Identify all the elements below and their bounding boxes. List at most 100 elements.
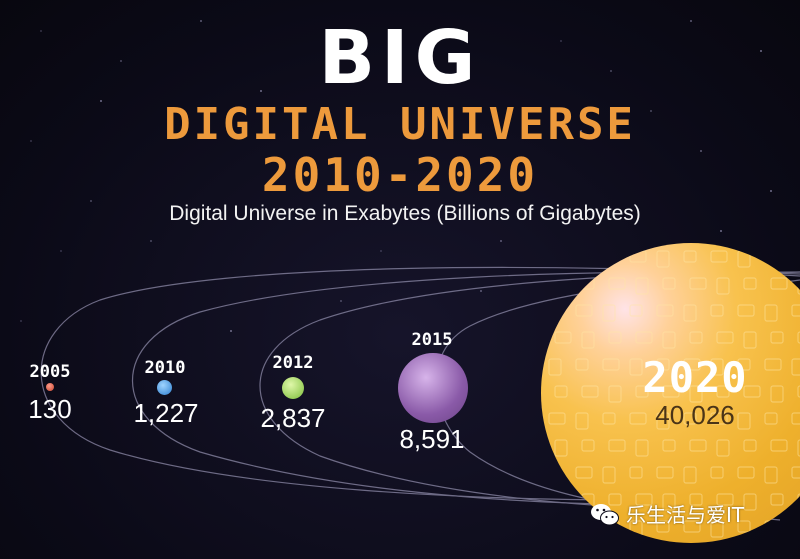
device-icon <box>662 385 680 398</box>
device-icon <box>629 412 647 425</box>
device-icon <box>608 493 622 506</box>
device-icon <box>629 250 647 263</box>
device-icon <box>764 466 778 484</box>
device-icon <box>554 439 568 457</box>
star <box>260 90 262 92</box>
device-icon <box>581 277 595 290</box>
device-icon <box>602 358 620 371</box>
star <box>200 20 202 22</box>
star <box>60 250 62 252</box>
device-icon <box>635 331 653 344</box>
device-icon <box>764 358 782 371</box>
planet-2005 <box>46 383 54 391</box>
device-icon <box>602 304 616 322</box>
value-2020: 40,026 <box>655 400 735 430</box>
device-icon <box>770 277 788 290</box>
device-icon <box>737 466 755 479</box>
device-icon <box>689 277 707 290</box>
value-2010: 1,227 <box>133 398 199 428</box>
device-icon <box>608 277 626 290</box>
device-icon <box>629 304 643 317</box>
device-icon <box>737 520 751 533</box>
device-icon <box>608 439 626 452</box>
device-icon <box>608 331 622 344</box>
star <box>560 40 562 42</box>
device-icon <box>662 331 676 349</box>
device-icon <box>635 493 653 506</box>
orbit-2005 <box>40 266 800 501</box>
star <box>150 240 152 242</box>
star <box>610 70 612 72</box>
device-icon <box>581 439 595 452</box>
star <box>20 320 22 322</box>
device-icon <box>581 493 595 511</box>
device-icon <box>689 493 703 506</box>
device-icon <box>575 358 589 371</box>
device-icon <box>716 331 734 344</box>
star <box>770 190 772 192</box>
device-icon <box>743 277 757 290</box>
device-icon <box>548 304 562 317</box>
device-icon <box>737 358 751 371</box>
device-icon <box>554 277 568 295</box>
star <box>340 300 342 302</box>
device-icon <box>791 412 800 425</box>
planet-2012 <box>282 377 304 399</box>
device-icon <box>743 331 757 349</box>
device-icon <box>656 250 670 268</box>
device-icon <box>764 520 782 533</box>
device-icon <box>548 466 562 479</box>
device-icon <box>791 304 800 317</box>
device-icon <box>770 439 788 452</box>
device-icon <box>635 277 649 295</box>
device-icon <box>683 358 701 371</box>
device-icon <box>683 304 697 322</box>
device-icon <box>797 493 800 506</box>
star <box>480 290 482 292</box>
device-icon <box>683 250 697 263</box>
device-icon <box>770 385 784 403</box>
star <box>700 150 702 152</box>
device-icon <box>797 331 800 344</box>
device-icon <box>683 466 697 484</box>
device-icon <box>581 331 595 349</box>
device-icon <box>791 520 800 538</box>
device-icon <box>554 385 568 398</box>
subtitle: Digital Universe in Exabytes (Billions o… <box>169 202 641 225</box>
star <box>100 100 102 102</box>
star <box>500 240 502 242</box>
device-icon <box>710 412 728 425</box>
star <box>690 20 692 22</box>
value-2005: 130 <box>28 394 72 424</box>
device-icon <box>689 385 703 403</box>
device-icon <box>602 250 616 263</box>
device-icon <box>602 412 616 425</box>
device-icon <box>716 493 734 506</box>
device-icon-pattern <box>548 250 800 538</box>
year-label-2010: 2010 <box>144 358 186 378</box>
watermark: 乐生活与爱IT <box>590 502 744 528</box>
device-icon <box>710 304 724 317</box>
device-icon <box>710 520 724 538</box>
star <box>760 50 762 52</box>
star <box>720 230 722 232</box>
device-icon <box>656 520 670 533</box>
device-icon <box>764 250 778 263</box>
planet-2015 <box>398 353 468 423</box>
orbit-2012 <box>259 271 800 511</box>
device-icon <box>575 412 589 430</box>
year-label-2012: 2012 <box>272 353 314 373</box>
device-icon <box>548 358 562 376</box>
device-icon <box>629 520 643 538</box>
watermark-text: 乐生活与爱IT <box>626 503 745 527</box>
value-2015: 8,591 <box>399 424 465 454</box>
star <box>30 140 32 142</box>
star <box>230 330 232 332</box>
device-icon <box>575 304 593 317</box>
device-icon <box>554 493 572 506</box>
star <box>650 110 652 112</box>
star <box>120 60 122 62</box>
device-icon <box>737 412 751 430</box>
title-year-range: 2010-2020 <box>261 148 539 202</box>
year-label-2020: 2020 <box>642 353 748 402</box>
